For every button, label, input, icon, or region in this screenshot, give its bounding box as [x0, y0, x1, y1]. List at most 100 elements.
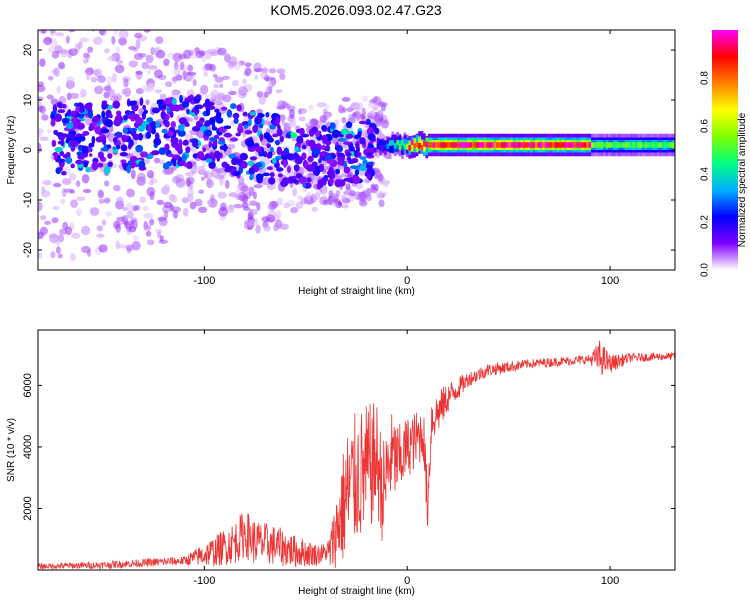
spectral-blob [252, 124, 259, 134]
spectral-band-segment [527, 142, 531, 148]
spectral-blob [298, 116, 306, 122]
spectral-blob [156, 199, 164, 206]
spectral-blob [154, 89, 163, 94]
spectral-blob [56, 132, 64, 138]
spectral-blob [39, 136, 49, 142]
spectral-blob [255, 224, 261, 234]
spectral-band-segment [384, 144, 387, 150]
spectral-blob [91, 115, 101, 123]
spectral-blob [301, 144, 307, 150]
spectral-blob [146, 117, 154, 123]
spectral-blob [152, 47, 159, 54]
spectral-blob [372, 106, 378, 111]
spectral-blob [266, 153, 272, 159]
spectral-band-segment [608, 142, 611, 148]
spectral-blob [154, 228, 163, 234]
spectral-blob [208, 161, 216, 169]
spectral-blob [120, 159, 127, 164]
spectral-blob [162, 162, 170, 170]
spectral-blob [277, 100, 286, 108]
spectral-band-segment [505, 142, 509, 148]
spectral-blob [167, 153, 175, 158]
spectral-band-segment [381, 142, 385, 153]
spectral-blob [151, 107, 160, 114]
spectral-blob [98, 136, 107, 142]
spectral-blob [186, 108, 190, 115]
spectral-blob [249, 156, 258, 161]
y-tick-label: 2000 [22, 496, 34, 520]
spectral-blob [228, 90, 237, 96]
spectral-blob [194, 198, 203, 207]
spectral-blob [81, 145, 89, 154]
spectral-blob [359, 137, 366, 145]
spectral-blob [206, 199, 212, 205]
spectral-blob [97, 189, 103, 197]
spectral-blob [367, 161, 374, 166]
spectral-band-segment [423, 141, 426, 152]
spectral-blob [118, 243, 126, 249]
spectral-band-segment [408, 145, 412, 151]
spectral-blob [249, 173, 254, 180]
colorbar-tick-label: 0.4 [700, 167, 711, 181]
spectral-blob [48, 233, 58, 238]
spectral-blob [87, 110, 94, 119]
spectral-blob [92, 121, 97, 127]
spectral-band-segment [430, 142, 433, 148]
spectral-blob [55, 158, 63, 163]
spectral-blob [160, 110, 167, 120]
spectral-blob [143, 212, 154, 219]
spectral-blob [189, 201, 197, 210]
spectral-blob [121, 215, 129, 225]
spectral-blob [229, 120, 235, 127]
spectral-blob [326, 169, 335, 177]
spectral-blob [318, 164, 324, 170]
spectral-blob [148, 180, 154, 186]
spectral-blob [179, 94, 183, 104]
spectral-blob [135, 39, 141, 50]
spectral-band-segment [418, 137, 421, 148]
spectral-blob [187, 75, 195, 80]
spectral-blob [249, 111, 257, 116]
spectral-blob [203, 71, 208, 77]
spectral-blob [170, 136, 179, 145]
spectral-blob [275, 167, 284, 172]
spectral-blob [266, 166, 273, 171]
spectral-blob [41, 186, 46, 194]
spectral-blob [367, 143, 374, 149]
spectral-blob [206, 178, 212, 186]
spectral-band-segment [569, 142, 572, 148]
spectral-band-segment [508, 142, 511, 148]
spectrogram-x-axis-label: Height of straight line (km) [298, 286, 415, 297]
spectral-blob [354, 101, 364, 111]
spectral-blob [39, 215, 47, 220]
spectral-blob [134, 32, 143, 39]
spectral-band-segment [457, 142, 460, 148]
spectral-blob [91, 30, 96, 32]
spectral-blob [126, 188, 135, 198]
spectral-blob [107, 55, 117, 62]
spectral-band-segment [440, 142, 443, 148]
spectral-band-segment [488, 142, 492, 148]
spectral-blob [305, 122, 310, 128]
spectral-blob [106, 144, 112, 149]
spectral-blob [253, 184, 263, 189]
spectral-band-segment [461, 142, 465, 148]
x-tick-label: 0 [404, 575, 410, 587]
spectral-band-segment [627, 142, 631, 148]
spectral-band-segment [447, 142, 451, 148]
spectral-band-segment [525, 142, 528, 148]
spectral-blob [316, 102, 327, 108]
spectral-blob [103, 14, 112, 22]
spectral-blob [286, 165, 291, 174]
spectral-blob [115, 110, 122, 116]
spectral-blob [322, 199, 328, 205]
spectral-band-segment [661, 142, 665, 148]
spectral-blob [378, 199, 385, 208]
spectral-blob [275, 116, 281, 125]
spectral-blob [233, 117, 239, 125]
spectral-blob [231, 79, 239, 87]
spectral-blob [187, 64, 194, 72]
spectral-blob [91, 162, 99, 171]
spectral-blob [158, 217, 168, 227]
